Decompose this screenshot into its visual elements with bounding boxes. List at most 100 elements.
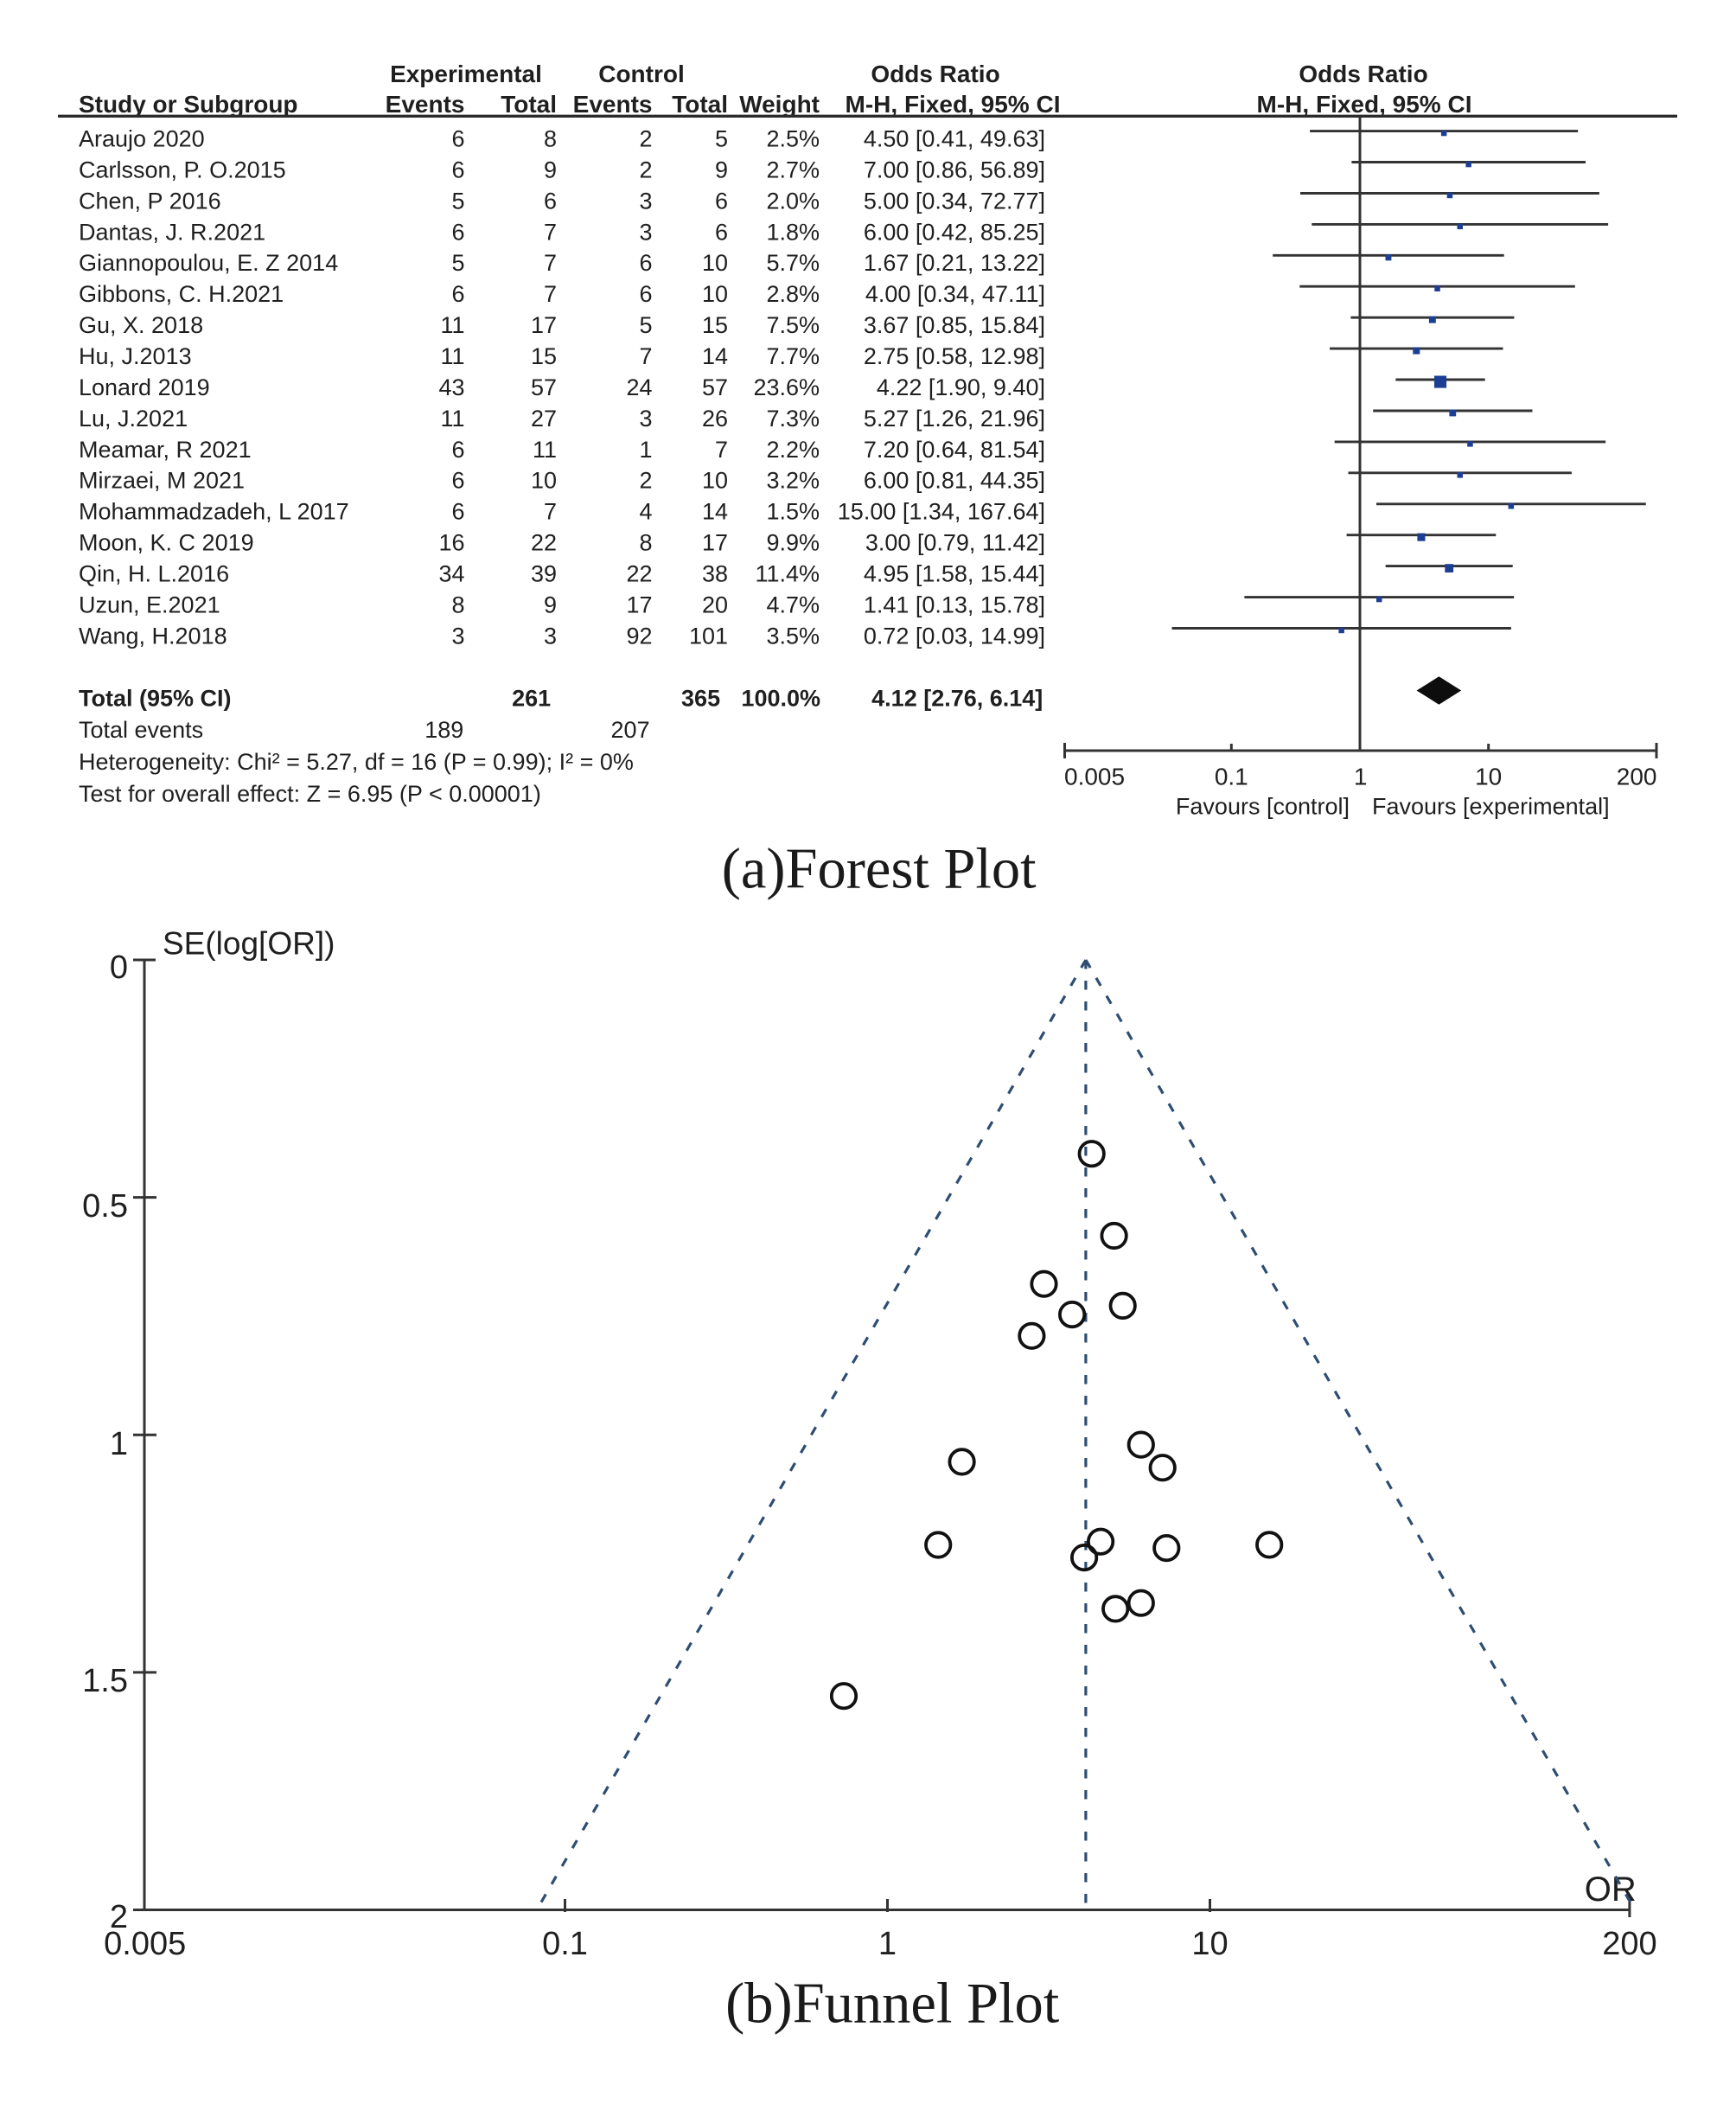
svg-text:1.41 [0.13, 15.78]: 1.41 [0.13, 15.78] — [864, 592, 1045, 618]
svg-text:6: 6 — [451, 219, 464, 245]
svg-text:5: 5 — [639, 312, 652, 338]
svg-text:57: 57 — [531, 374, 557, 400]
svg-text:Meamar, R 2021: Meamar, R 2021 — [79, 437, 252, 463]
svg-text:3: 3 — [639, 406, 652, 432]
svg-text:Favours [experimental]: Favours [experimental] — [1372, 794, 1610, 820]
svg-text:2.5%: 2.5% — [766, 126, 820, 152]
svg-text:17: 17 — [531, 312, 557, 338]
svg-text:2: 2 — [639, 468, 652, 494]
svg-text:7.7%: 7.7% — [766, 343, 820, 369]
svg-text:10: 10 — [702, 250, 728, 276]
svg-text:2.0%: 2.0% — [766, 188, 820, 214]
svg-text:7: 7 — [544, 499, 557, 525]
svg-text:0.72 [0.03, 14.99]: 0.72 [0.03, 14.99] — [864, 623, 1045, 649]
svg-text:20: 20 — [702, 592, 728, 618]
svg-text:7: 7 — [639, 343, 652, 369]
svg-text:5.27 [1.26, 21.96]: 5.27 [1.26, 21.96] — [864, 406, 1045, 432]
svg-text:Favours [control]: Favours [control] — [1176, 794, 1350, 820]
svg-text:11.4%: 11.4% — [755, 561, 820, 587]
svg-text:Carlsson, P. O.2015: Carlsson, P. O.2015 — [79, 157, 286, 182]
svg-text:1.5%: 1.5% — [766, 499, 820, 525]
svg-text:4.22 [1.90, 9.40]: 4.22 [1.90, 9.40] — [877, 374, 1045, 400]
svg-text:6: 6 — [639, 281, 652, 307]
svg-text:8: 8 — [451, 592, 464, 618]
svg-text:3.5%: 3.5% — [766, 623, 820, 649]
svg-text:5: 5 — [451, 188, 464, 214]
svg-text:0.5: 0.5 — [82, 1188, 128, 1225]
svg-text:Heterogeneity: Chi² = 5.27, df: Heterogeneity: Chi² = 5.27, df = 16 (P =… — [79, 749, 634, 775]
svg-text:Araujo 2020: Araujo 2020 — [79, 126, 205, 152]
svg-text:Lonard 2019: Lonard 2019 — [79, 374, 210, 400]
svg-text:6: 6 — [715, 188, 728, 214]
svg-text:Qin, H. L.2016: Qin, H. L.2016 — [79, 561, 229, 587]
svg-text:261: 261 — [512, 686, 551, 712]
svg-text:207: 207 — [611, 717, 650, 743]
svg-text:3.67 [0.85, 15.84]: 3.67 [0.85, 15.84] — [864, 312, 1045, 338]
svg-text:0.005: 0.005 — [104, 1926, 186, 1962]
svg-text:10: 10 — [1475, 764, 1502, 790]
svg-text:Odds Ratio: Odds Ratio — [1299, 61, 1427, 87]
svg-text:6: 6 — [639, 250, 652, 276]
svg-text:3: 3 — [451, 623, 464, 649]
svg-text:2.7%: 2.7% — [766, 157, 820, 182]
svg-text:1.8%: 1.8% — [766, 219, 820, 245]
svg-text:Chen, P 2016: Chen, P 2016 — [79, 188, 221, 214]
svg-text:38: 38 — [702, 561, 728, 587]
svg-text:6: 6 — [451, 126, 464, 152]
svg-text:92: 92 — [626, 623, 652, 649]
svg-text:101: 101 — [689, 623, 728, 649]
svg-text:1: 1 — [1354, 764, 1368, 790]
svg-text:24: 24 — [626, 374, 652, 400]
svg-text:57: 57 — [702, 374, 728, 400]
svg-text:2: 2 — [110, 1899, 128, 1935]
svg-text:9: 9 — [544, 592, 557, 618]
svg-text:11: 11 — [440, 343, 464, 369]
svg-text:Dantas, J. R.2021: Dantas, J. R.2021 — [79, 219, 265, 245]
svg-text:15: 15 — [702, 312, 728, 338]
svg-text:Total: Total — [672, 91, 728, 118]
svg-text:M-H, Fixed, 95% CI: M-H, Fixed, 95% CI — [846, 91, 1061, 118]
svg-text:Test for overall effect: Z = 6: Test for overall effect: Z = 6.95 (P < 0… — [79, 781, 541, 807]
svg-text:1: 1 — [110, 1426, 128, 1462]
svg-text:Study or Subgroup: Study or Subgroup — [79, 91, 298, 118]
svg-text:189: 189 — [424, 717, 463, 743]
svg-text:15.00 [1.34, 167.64]: 15.00 [1.34, 167.64] — [838, 499, 1045, 525]
svg-text:10: 10 — [702, 281, 728, 307]
svg-text:4.7%: 4.7% — [766, 592, 820, 618]
svg-text:Odds Ratio: Odds Ratio — [871, 61, 999, 87]
svg-text:11: 11 — [533, 437, 557, 463]
svg-text:Weight: Weight — [739, 91, 820, 118]
svg-text:0: 0 — [110, 950, 128, 986]
svg-text:Experimental: Experimental — [390, 61, 542, 87]
svg-text:43: 43 — [438, 374, 464, 400]
svg-text:9: 9 — [544, 157, 557, 182]
svg-text:6: 6 — [451, 157, 464, 182]
svg-text:7.3%: 7.3% — [766, 406, 820, 432]
svg-text:10: 10 — [702, 468, 728, 494]
svg-text:6: 6 — [451, 281, 464, 307]
svg-text:2.75 [0.58, 12.98]: 2.75 [0.58, 12.98] — [864, 343, 1045, 369]
svg-text:(a)Forest Plot: (a)Forest Plot — [722, 837, 1037, 900]
svg-text:15: 15 — [531, 343, 557, 369]
svg-text:3: 3 — [639, 188, 652, 214]
svg-text:Total events: Total events — [79, 717, 203, 743]
svg-text:Moon, K. C 2019: Moon, K. C 2019 — [79, 530, 254, 556]
svg-text:11: 11 — [440, 312, 464, 338]
svg-text:10: 10 — [1191, 1926, 1228, 1962]
svg-text:Mirzaei, M 2021: Mirzaei, M 2021 — [79, 468, 245, 494]
svg-text:365: 365 — [681, 686, 720, 712]
svg-text:Events: Events — [573, 91, 653, 118]
svg-text:Hu, J.2013: Hu, J.2013 — [79, 343, 192, 369]
svg-text:39: 39 — [531, 561, 557, 587]
svg-text:Wang, H.2018: Wang, H.2018 — [79, 623, 227, 649]
svg-text:5.00 [0.34, 72.77]: 5.00 [0.34, 72.77] — [864, 188, 1045, 214]
svg-text:0.1: 0.1 — [542, 1926, 588, 1962]
svg-text:14: 14 — [702, 499, 728, 525]
svg-text:9.9%: 9.9% — [766, 530, 820, 556]
svg-text:Events: Events — [386, 91, 465, 118]
svg-text:26: 26 — [702, 406, 728, 432]
svg-text:4.95 [1.58, 15.44]: 4.95 [1.58, 15.44] — [864, 561, 1045, 587]
svg-text:5: 5 — [451, 250, 464, 276]
svg-text:7.20 [0.64, 81.54]: 7.20 [0.64, 81.54] — [864, 437, 1045, 463]
svg-text:5.7%: 5.7% — [766, 250, 820, 276]
